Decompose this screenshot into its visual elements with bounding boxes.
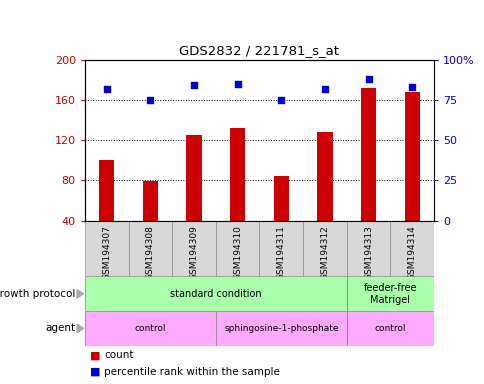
Bar xyxy=(346,276,433,311)
Bar xyxy=(99,161,114,221)
Text: GSM194308: GSM194308 xyxy=(146,225,154,280)
Text: ■: ■ xyxy=(90,350,100,360)
Point xyxy=(408,84,415,90)
Text: GSM194314: GSM194314 xyxy=(407,225,416,280)
Bar xyxy=(215,311,346,346)
Point xyxy=(103,86,110,92)
Text: control: control xyxy=(135,324,166,333)
Text: standard condition: standard condition xyxy=(170,289,261,299)
Text: GSM194311: GSM194311 xyxy=(276,225,285,280)
Point xyxy=(146,97,154,103)
Text: GSM194309: GSM194309 xyxy=(189,225,198,280)
Bar xyxy=(172,221,215,276)
Text: GSM194313: GSM194313 xyxy=(363,225,372,280)
Bar xyxy=(128,221,172,276)
Text: growth protocol: growth protocol xyxy=(0,289,75,299)
Bar xyxy=(302,221,346,276)
Text: sphingosine-1-phosphate: sphingosine-1-phosphate xyxy=(224,324,338,333)
Bar xyxy=(85,311,215,346)
Bar xyxy=(346,221,390,276)
Title: GDS2832 / 221781_s_at: GDS2832 / 221781_s_at xyxy=(179,44,339,57)
Text: ■: ■ xyxy=(90,366,100,377)
Text: GSM194312: GSM194312 xyxy=(320,225,329,280)
Bar xyxy=(360,88,376,221)
Bar xyxy=(142,182,158,221)
Bar xyxy=(317,132,332,221)
Text: control: control xyxy=(374,324,405,333)
Text: count: count xyxy=(104,350,134,360)
Bar xyxy=(390,221,433,276)
Bar xyxy=(215,221,259,276)
Text: percentile rank within the sample: percentile rank within the sample xyxy=(104,366,280,377)
Text: agent: agent xyxy=(45,323,75,333)
Bar xyxy=(259,221,302,276)
Text: GSM194307: GSM194307 xyxy=(102,225,111,280)
Bar xyxy=(346,311,433,346)
Point xyxy=(320,86,328,92)
Bar xyxy=(273,177,288,221)
Text: GSM194310: GSM194310 xyxy=(233,225,242,280)
Bar xyxy=(229,128,245,221)
Bar xyxy=(186,135,201,221)
Point xyxy=(233,81,241,87)
Text: feeder-free
Matrigel: feeder-free Matrigel xyxy=(363,283,416,305)
Bar xyxy=(85,276,346,311)
Point xyxy=(190,82,197,88)
Point xyxy=(277,97,285,103)
Bar xyxy=(404,92,419,221)
Point xyxy=(364,76,372,82)
Bar xyxy=(85,221,128,276)
